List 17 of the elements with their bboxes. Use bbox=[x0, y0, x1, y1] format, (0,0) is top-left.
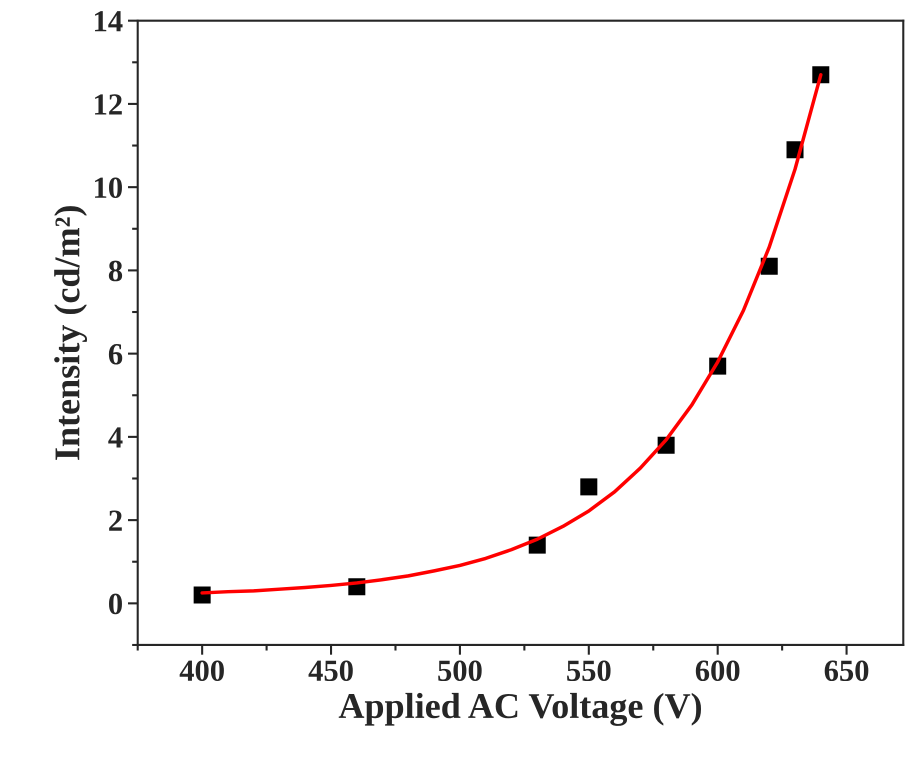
y-tick-label: 8 bbox=[108, 260, 122, 282]
x-tick-label: 600 bbox=[696, 660, 740, 682]
x-tick-label: 500 bbox=[438, 660, 482, 682]
x-tick-label: 550 bbox=[567, 660, 611, 682]
y-tick-label: 12 bbox=[95, 94, 122, 115]
y-tick-label: 14 bbox=[95, 11, 123, 32]
x-tick-label: 400 bbox=[180, 660, 224, 682]
point bbox=[580, 478, 598, 496]
x-axis-title: Applied AC Voltage (V) bbox=[338, 692, 702, 726]
y-axis-title: Intensity (cd/m²) bbox=[54, 206, 88, 460]
y-tick-label: 10 bbox=[95, 177, 122, 198]
y-tick-label: 6 bbox=[108, 344, 122, 365]
y-tick-label: 2 bbox=[109, 510, 122, 531]
y-tick-label: 0 bbox=[109, 594, 122, 614]
y-tick-label: 4 bbox=[108, 427, 123, 448]
x-tick-label: 650 bbox=[824, 660, 868, 682]
x-tick-label: 450 bbox=[308, 660, 353, 682]
